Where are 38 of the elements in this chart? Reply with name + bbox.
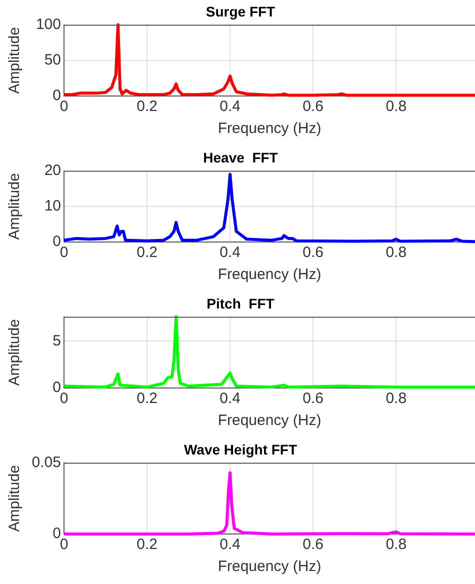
y-tick-label: 10 (44, 198, 61, 215)
x-axis-title: Frequency (Hz) (218, 266, 322, 284)
x-tick-label: 0.6 (302, 244, 324, 262)
chart-title: Surge FFT (206, 3, 276, 20)
y-tick-label: 5 (52, 332, 61, 350)
x-tick-label: 0.8 (386, 244, 407, 262)
y-tick-label: 0 (52, 87, 61, 104)
x-tick-label: 0.6 (302, 390, 324, 408)
y-tick-label: 0 (52, 525, 61, 542)
x-tick-label: 0.2 (136, 244, 158, 262)
x-tick-label: 0.4 (220, 536, 240, 554)
x-tick-label: 0.4 (220, 98, 240, 116)
x-axis-title: Frequency (Hz) (218, 558, 322, 576)
y-axis-title: Amplitude (6, 465, 24, 532)
y-tick-label: 100 (36, 16, 61, 33)
x-tick-label: 0.4 (220, 390, 240, 408)
y-tick-label: 0 (52, 379, 61, 396)
chart-title: Wave Height FFT (184, 441, 298, 458)
x-tick-label: 0.6 (302, 536, 324, 554)
y-axis-title: Amplitude (6, 319, 24, 386)
x-tick-label: 0.2 (136, 536, 158, 554)
x-axis-title: Frequency (Hz) (218, 412, 322, 430)
y-tick-label: 0 (52, 233, 61, 250)
x-tick-label: 0.2 (136, 390, 158, 408)
x-tick-label: 0.8 (386, 98, 407, 116)
x-tick-label: 0.8 (386, 536, 407, 554)
x-tick-label: 0.4 (220, 244, 240, 262)
x-axis-title: Frequency (Hz) (218, 120, 322, 138)
chart-title: Heave FFT (203, 149, 278, 166)
x-tick-label: 0.2 (136, 98, 158, 116)
y-axis-title: Amplitude (6, 173, 24, 240)
y-tick-label: 50 (44, 52, 61, 69)
x-tick-label: 0.6 (302, 98, 324, 116)
y-axis-title: Amplitude (6, 27, 24, 94)
x-tick-label: 0.8 (386, 390, 407, 408)
y-tick-label: 0.05 (32, 454, 61, 471)
y-tick-label: 20 (44, 162, 61, 179)
chart-title: Pitch FFT (206, 295, 275, 312)
